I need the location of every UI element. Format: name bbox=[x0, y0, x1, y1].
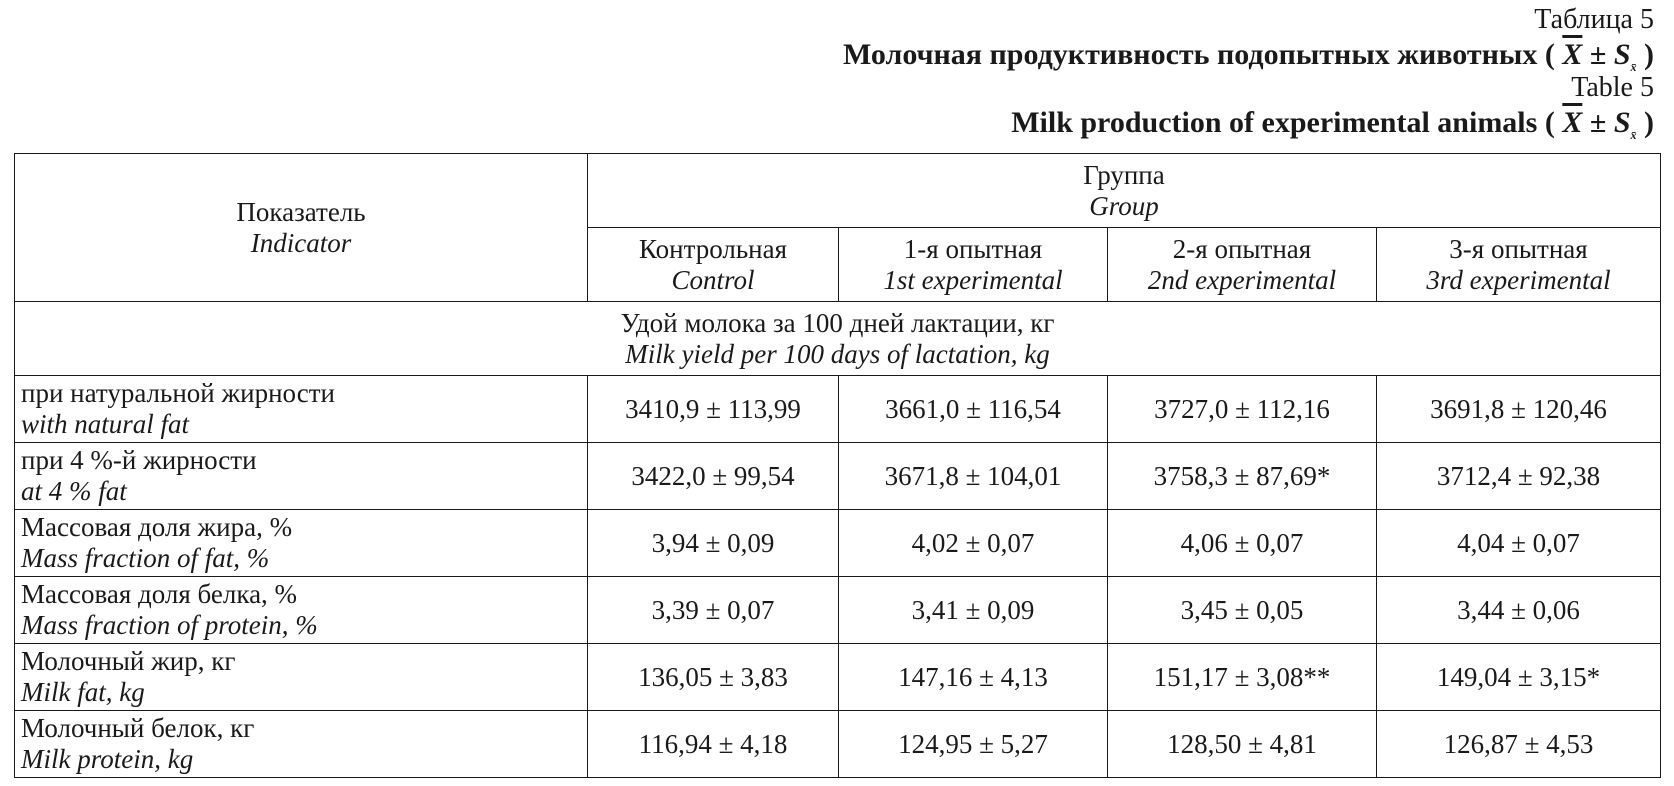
table-title-en: Milk production of experimental animals … bbox=[1011, 106, 1654, 143]
table-cell: 3,45 ± 0,05 bbox=[1107, 576, 1377, 644]
table-cell: 149,04 ± 3,15* bbox=[1376, 643, 1661, 711]
table-cell: 3422,0 ± 99,54 bbox=[587, 442, 839, 510]
row-label: Молочный белок, кг Milk protein, kg bbox=[14, 710, 588, 778]
table-row: Массовая доля белка, % Mass fraction of … bbox=[14, 576, 1661, 644]
table-cell: 3691,8 ± 120,46 bbox=[1376, 375, 1661, 443]
table-cell: 3758,3 ± 87,69* bbox=[1107, 442, 1377, 510]
formula: ( X ± Sx̄ ) bbox=[1544, 106, 1654, 142]
table-cell: 124,95 ± 5,27 bbox=[838, 710, 1108, 778]
group-header-1st: 1-я опытная 1st experimental bbox=[838, 227, 1108, 302]
table-row: при 4 %-й жирности at 4 % fat 3422,0 ± 9… bbox=[14, 442, 1661, 510]
table-cell: 3671,8 ± 104,01 bbox=[838, 442, 1108, 510]
table-cell: 3712,4 ± 92,38 bbox=[1376, 442, 1661, 510]
table-cell: 116,94 ± 4,18 bbox=[587, 710, 839, 778]
table-row: Молочный жир, кг Milk fat, kg 136,05 ± 3… bbox=[14, 643, 1661, 711]
table-label-ru: Таблица 5 bbox=[1534, 4, 1654, 35]
group-header: Группа Group bbox=[587, 153, 1661, 228]
group-header-2nd: 2-я опытная 2nd experimental bbox=[1107, 227, 1377, 302]
table-cell: 3727,0 ± 112,16 bbox=[1107, 375, 1377, 443]
section-header: Удой молока за 100 дней лактации, кг Mil… bbox=[14, 301, 1661, 376]
table-row: Молочный белок, кг Milk protein, kg 116,… bbox=[14, 710, 1661, 778]
table-title-en-text: Milk production of experimental animals bbox=[1011, 106, 1538, 139]
table-cell: 3,94 ± 0,09 bbox=[587, 509, 839, 577]
table-cell: 4,04 ± 0,07 bbox=[1376, 509, 1661, 577]
table-cell: 126,87 ± 4,53 bbox=[1376, 710, 1661, 778]
group-header-control: Контрольная Control bbox=[587, 227, 839, 302]
indicator-header: Показатель Indicator bbox=[14, 153, 588, 302]
table-row: Массовая доля жира, % Mass fraction of f… bbox=[14, 509, 1661, 577]
row-label: Массовая доля белка, % Mass fraction of … bbox=[14, 576, 588, 644]
table-cell: 4,06 ± 0,07 bbox=[1107, 509, 1377, 577]
table-label-en: Table 5 bbox=[1571, 72, 1654, 103]
table-cell: 3,44 ± 0,06 bbox=[1376, 576, 1661, 644]
row-label: Молочный жир, кг Milk fat, kg bbox=[14, 643, 588, 711]
table-cell: 151,17 ± 3,08** bbox=[1107, 643, 1377, 711]
table-cell: 3,39 ± 0,07 bbox=[587, 576, 839, 644]
table-title-ru: Молочная продуктивность подопытных живот… bbox=[843, 38, 1654, 75]
table-cell: 4,02 ± 0,07 bbox=[838, 509, 1108, 577]
table-cell: 128,50 ± 4,81 bbox=[1107, 710, 1377, 778]
row-label: Массовая доля жира, % Mass fraction of f… bbox=[14, 509, 588, 577]
table-cell: 147,16 ± 4,13 bbox=[838, 643, 1108, 711]
group-header-3rd: 3-я опытная 3rd experimental bbox=[1376, 227, 1661, 302]
table-cell: 136,05 ± 3,83 bbox=[587, 643, 839, 711]
table-cell: 3,41 ± 0,09 bbox=[838, 576, 1108, 644]
row-label: при натуральной жирности with natural fa… bbox=[14, 375, 588, 443]
table-cell: 3661,0 ± 116,54 bbox=[838, 375, 1108, 443]
table-row: при натуральной жирности with natural fa… bbox=[14, 375, 1661, 443]
milk-production-table: Показатель Indicator Группа Group Контро… bbox=[14, 153, 1661, 778]
formula: ( X ± Sx̄ ) bbox=[1544, 38, 1654, 74]
table-cell: 3410,9 ± 113,99 bbox=[587, 375, 839, 443]
row-label: при 4 %-й жирности at 4 % fat bbox=[14, 442, 588, 510]
table-title-ru-text: Молочная продуктивность подопытных живот… bbox=[842, 38, 1538, 71]
